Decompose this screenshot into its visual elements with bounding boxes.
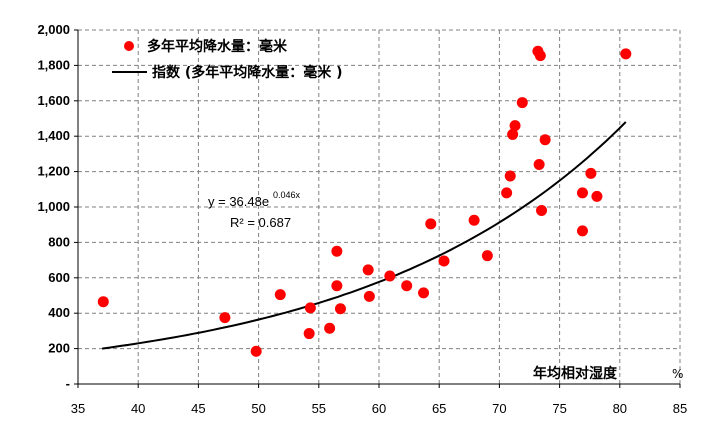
data-point	[509, 120, 521, 132]
data-point	[576, 225, 588, 237]
y-tick-label: 1,800	[37, 57, 70, 72]
data-point	[534, 50, 546, 62]
data-point	[219, 312, 231, 324]
data-point	[324, 322, 336, 334]
data-point	[331, 280, 343, 292]
data-point	[438, 255, 450, 267]
data-point	[401, 280, 413, 292]
data-point	[591, 190, 603, 202]
data-point	[418, 287, 430, 299]
y-tick-label: 1,200	[37, 164, 70, 179]
y-tick-label: 2,000	[37, 22, 70, 37]
data-point	[585, 167, 597, 179]
data-point	[304, 302, 316, 314]
data-point	[303, 328, 315, 340]
legend-label-trendline: 指数 (多年平均降水量：毫米 )	[152, 64, 343, 81]
data-point	[384, 270, 396, 282]
y-tick-label: -	[66, 376, 70, 391]
trendline-series	[101, 121, 627, 350]
r-squared-text: R² = 0.687	[230, 215, 291, 230]
y-tick-label: 800	[48, 234, 70, 249]
x-tick-label: 75	[552, 401, 566, 416]
data-point	[533, 159, 545, 171]
x-tick-label: 45	[191, 401, 205, 416]
y-tick-label: 1,000	[37, 199, 70, 214]
data-point	[481, 250, 493, 262]
x-tick-label: 35	[71, 401, 85, 416]
y-tick-label: 200	[48, 341, 70, 356]
trendline-equation: y = 36.48e 0.046x R² = 0.687	[208, 190, 301, 230]
x-tick-label: 85	[673, 401, 687, 416]
x-tick-labels: 35 40 45 50 55 60 65 70 75 80 85	[71, 384, 687, 416]
data-point	[274, 289, 286, 301]
data-point	[331, 245, 343, 257]
y-tick-labels: - 200 400 600 800 1,000 1,200 1,400 1,600 1,800 2,…	[37, 22, 78, 391]
x-tick-label: 70	[492, 401, 506, 416]
x-tick-label: 55	[312, 401, 326, 416]
y-tick-label: 600	[48, 270, 70, 285]
x-axis-title: 年均相对湿度 %	[533, 365, 683, 382]
x-tick-label: 80	[613, 401, 627, 416]
data-point	[468, 214, 480, 226]
data-point	[363, 290, 375, 302]
x-axis-title-unit: %	[672, 367, 683, 381]
data-point	[425, 218, 437, 230]
data-points	[97, 45, 632, 357]
legend: 多年平均降水量：毫米 指数 (多年平均降水量：毫米 )	[112, 38, 343, 81]
y-tick-label: 400	[48, 305, 70, 320]
legend-marker-dot	[124, 41, 134, 51]
data-point	[507, 128, 519, 140]
data-point	[504, 170, 516, 182]
legend-label-points: 多年平均降水量：毫米	[147, 38, 288, 55]
x-tick-label: 60	[372, 401, 386, 416]
data-point	[97, 296, 109, 308]
data-point	[362, 264, 374, 276]
equation-text: y = 36.48e	[208, 194, 269, 209]
x-axis-title-text: 年均相对湿度	[533, 365, 618, 382]
x-tick-label: 40	[131, 401, 145, 416]
data-point	[536, 205, 548, 217]
chart-grid	[78, 29, 681, 384]
data-point	[250, 345, 262, 357]
data-point	[576, 187, 588, 199]
y-tick-label: 1,600	[37, 93, 70, 108]
data-point	[334, 303, 346, 315]
data-point	[539, 134, 551, 146]
data-point	[620, 48, 632, 60]
data-point	[501, 187, 513, 199]
x-tick-label: 65	[432, 401, 446, 416]
x-tick-label: 50	[251, 401, 265, 416]
data-point	[516, 97, 528, 109]
y-tick-label: 1,400	[37, 128, 70, 143]
equation-exponent: 0.046x	[273, 190, 301, 200]
